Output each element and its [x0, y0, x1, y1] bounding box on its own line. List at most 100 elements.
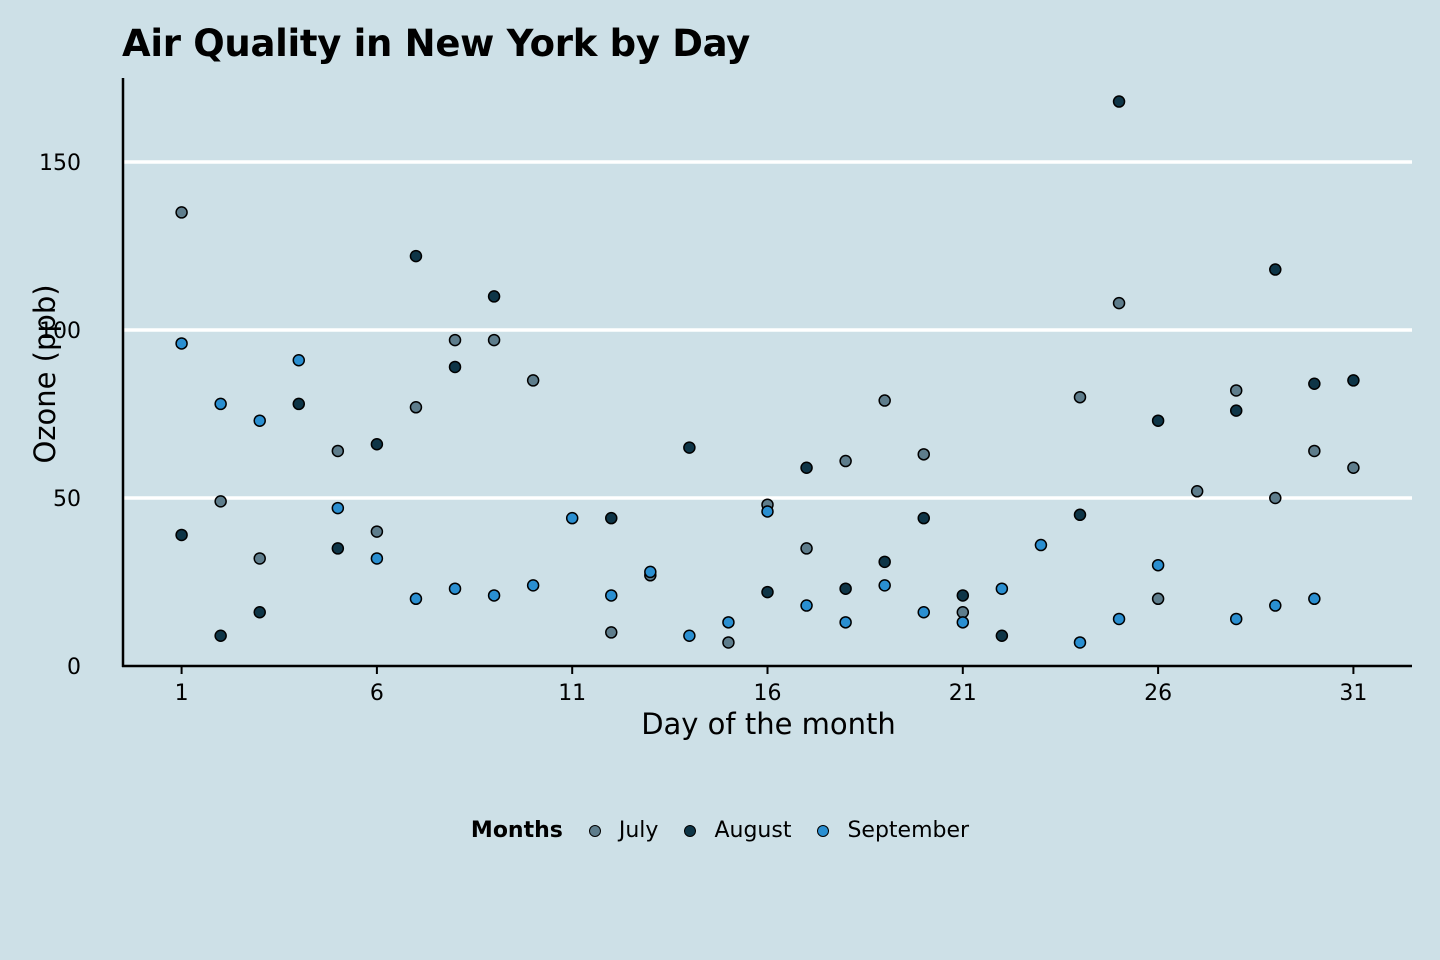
point-august-day-22	[995, 629, 1009, 643]
chart-title: Air Quality in New York by Day	[122, 22, 750, 65]
legend-item-august: August	[684, 818, 791, 843]
point-september-day-30	[1308, 592, 1321, 606]
point-july-day-19	[878, 394, 891, 407]
point-september-day-9	[487, 589, 501, 602]
point-august-day-25	[1112, 95, 1126, 108]
point-august-day-19	[878, 555, 891, 569]
point-august-day-2	[214, 629, 227, 643]
point-july-day-2	[214, 495, 227, 508]
point-july-day-1	[175, 206, 188, 219]
point-july-day-7	[409, 401, 423, 414]
point-september-day-11	[565, 511, 579, 525]
point-september-day-20	[917, 605, 930, 619]
y-axis-title: Ozone (ppb)	[28, 284, 62, 463]
x-axis-ticks: 1 6 11 16 21 26 31	[175, 666, 1367, 706]
x-tick-label-11: 11	[558, 681, 586, 706]
point-september-day-28	[1229, 612, 1243, 626]
x-tick-label-1: 1	[175, 681, 189, 706]
point-september-day-29	[1269, 599, 1282, 612]
point-august-day-12	[605, 511, 618, 525]
legend-title: Months	[470, 818, 563, 843]
point-july-day-27	[1190, 485, 1204, 498]
point-september-day-5	[331, 501, 345, 515]
y-axis-ticks: 0 50 100 150	[39, 151, 81, 680]
point-september-day-23	[1034, 538, 1048, 552]
x-tick-label-31: 31	[1339, 681, 1367, 706]
point-july-day-9	[487, 333, 501, 347]
legend-label-july: July	[618, 818, 659, 843]
point-july-day-10	[526, 374, 540, 387]
point-september-day-21	[956, 616, 970, 629]
point-july-day-28	[1229, 384, 1243, 397]
x-tick-label-16: 16	[754, 681, 782, 706]
point-august-day-9	[487, 290, 501, 303]
point-july-day-5	[331, 444, 345, 458]
point-august-day-21	[956, 589, 970, 602]
point-september-day-26	[1151, 558, 1165, 572]
point-september-day-8	[448, 582, 462, 595]
y-tick-label-50: 50	[53, 487, 81, 512]
point-july-day-25	[1112, 296, 1126, 310]
legend-marker-september	[817, 824, 830, 837]
data-points	[175, 95, 1360, 649]
point-september-day-19	[878, 579, 891, 592]
point-august-day-14	[683, 441, 696, 454]
legend-marker-july	[588, 824, 601, 837]
point-august-day-17	[800, 461, 813, 475]
point-august-day-16	[761, 585, 774, 599]
legend-item-september: September	[817, 818, 969, 843]
point-august-day-31	[1347, 374, 1360, 387]
point-september-day-22	[995, 582, 1009, 595]
point-july-day-24	[1073, 390, 1087, 404]
x-tick-label-6: 6	[370, 681, 384, 706]
point-july-day-17	[800, 542, 813, 555]
legend: Months July August September	[0, 818, 1440, 843]
x-tick-label-21: 21	[949, 681, 977, 706]
legend-label-september: September	[847, 818, 970, 843]
y-tick-label-100: 100	[39, 319, 81, 344]
point-september-day-7	[409, 592, 423, 606]
point-august-day-3	[253, 605, 266, 619]
point-august-day-20	[917, 511, 930, 525]
y-tick-label-0: 0	[67, 655, 81, 680]
point-september-day-15	[722, 616, 735, 629]
point-august-day-26	[1151, 414, 1165, 427]
point-august-day-18	[839, 582, 852, 595]
x-axis-title: Day of the month	[641, 707, 896, 741]
point-august-day-24	[1073, 508, 1087, 522]
point-july-day-30	[1308, 444, 1321, 458]
point-july-day-8	[448, 333, 462, 347]
gridlines	[123, 160, 1412, 500]
point-july-day-20	[917, 448, 930, 461]
point-september-day-25	[1112, 612, 1126, 626]
point-august-day-30	[1308, 377, 1321, 391]
point-july-day-31	[1347, 461, 1360, 475]
point-august-day-8	[448, 360, 462, 374]
legend-marker-august	[684, 824, 697, 837]
point-september-day-18	[839, 616, 852, 629]
point-september-day-17	[800, 599, 813, 612]
point-august-day-1	[175, 528, 188, 542]
point-september-day-2	[214, 397, 227, 411]
axes	[121, 78, 1412, 668]
point-july-day-18	[839, 454, 852, 468]
legend-label-august: August	[714, 818, 792, 843]
point-september-day-14	[683, 629, 696, 643]
point-august-day-5	[331, 542, 345, 555]
point-september-day-10	[526, 579, 540, 592]
point-july-day-29	[1269, 491, 1282, 505]
point-september-day-12	[605, 589, 618, 602]
point-august-day-7	[409, 249, 423, 263]
point-september-day-4	[292, 353, 306, 367]
x-tick-label-26: 26	[1144, 681, 1172, 706]
point-july-day-6	[370, 525, 384, 538]
point-september-day-1	[175, 337, 188, 350]
point-july-day-3	[253, 552, 266, 565]
point-august-day-6	[370, 437, 384, 451]
point-september-day-6	[370, 552, 384, 565]
point-september-day-3	[253, 414, 266, 427]
y-tick-label-150: 150	[39, 151, 81, 176]
legend-item-july: July	[588, 818, 659, 843]
point-september-day-13	[644, 565, 657, 579]
